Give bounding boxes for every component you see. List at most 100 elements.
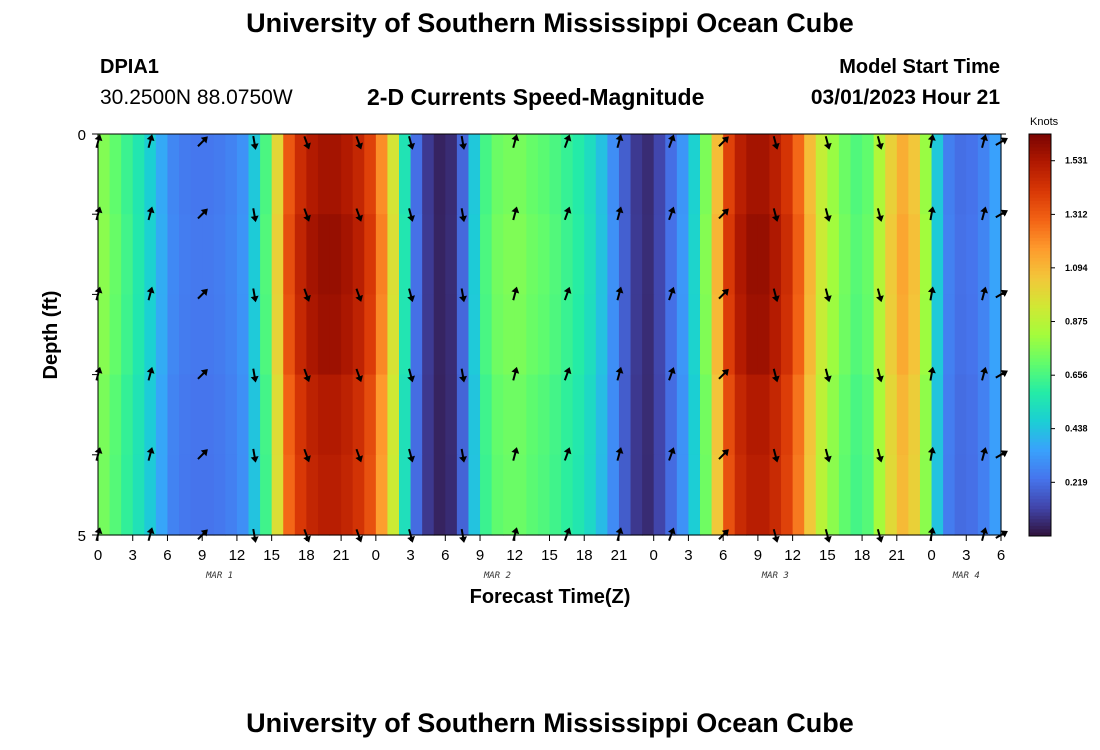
heatmap-cell	[317, 134, 331, 215]
arrow-head	[1000, 370, 1008, 378]
colorbar: Knots 1.531 1.312 1.094 0.875 0.656 0.438 0.219	[1028, 116, 1088, 537]
colorbar-tick-label: 0.656	[1065, 370, 1088, 380]
colorbar-segment	[1029, 174, 1051, 179]
heatmap-cell	[919, 454, 933, 536]
x-tick-label: 0	[372, 547, 380, 564]
x-tick-label: 0	[94, 547, 102, 564]
arrow-head	[511, 447, 520, 454]
heatmap-cell	[190, 294, 203, 376]
heatmap-cell	[445, 294, 458, 376]
heatmap-cell	[190, 134, 203, 215]
current-arrow	[980, 366, 988, 381]
current-arrow	[615, 134, 624, 149]
heatmap-cell	[700, 214, 713, 295]
current-arrow	[303, 208, 311, 222]
colorbar-segment	[1029, 375, 1051, 380]
heatmap-cell	[248, 454, 261, 536]
colorbar-segment	[1029, 201, 1051, 205]
heatmap-cell	[850, 454, 863, 536]
heatmap-cell	[144, 294, 157, 376]
colorbar-segment	[1029, 495, 1051, 500]
date-label: MAR 3	[761, 571, 789, 581]
arrow-head	[250, 536, 259, 543]
heatmap-cell	[167, 374, 180, 456]
heatmap-cell	[329, 294, 342, 376]
heatmap-cell	[873, 134, 886, 215]
colorbar-tick-label: 1.312	[1065, 209, 1088, 219]
heatmap-cell	[422, 294, 435, 376]
arrow-head	[563, 527, 572, 535]
current-arrow	[197, 136, 208, 147]
arrow-head	[615, 206, 624, 214]
heatmap-cell	[121, 454, 134, 536]
arrow-head	[200, 288, 208, 296]
heatmap-cell	[433, 454, 446, 536]
current-arrow	[615, 206, 624, 221]
station-coordinates: 30.2500N 88.0750W	[100, 86, 293, 109]
heatmap-cell	[561, 214, 574, 295]
x-tick-label: 6	[719, 547, 727, 564]
y-tick-label: 5	[78, 528, 86, 545]
heatmap-cell	[537, 454, 551, 536]
arrow-head	[94, 366, 103, 374]
heatmap-cell	[155, 294, 169, 376]
arrow-head	[668, 206, 676, 214]
current-arrow	[407, 135, 415, 150]
arrow-head	[771, 375, 780, 383]
heatmap-cell	[445, 374, 458, 456]
current-arrow	[355, 448, 363, 463]
heatmap-cell	[862, 214, 875, 295]
colorbar-segment	[1029, 405, 1051, 410]
arrow-head	[876, 215, 884, 222]
heatmap-cell	[422, 454, 435, 536]
heatmap-cell	[919, 374, 933, 456]
heatmap-cell	[862, 454, 875, 536]
arrow-head	[511, 206, 520, 214]
arrow-head	[407, 375, 415, 383]
heatmap-cell	[306, 294, 319, 376]
heatmap-cell	[630, 214, 643, 295]
colorbar-segment	[1029, 425, 1051, 430]
colorbar-segment	[1029, 217, 1051, 222]
current-arrow	[995, 370, 1008, 379]
heatmap-cell	[155, 374, 169, 456]
heatmap-cell	[167, 134, 180, 215]
heatmap-cell	[317, 374, 331, 456]
current-arrow	[197, 368, 208, 380]
heatmap-cell	[977, 214, 991, 295]
heatmap-cell	[364, 134, 377, 215]
heatmap-cell	[746, 134, 759, 215]
colorbar-segment	[1029, 418, 1051, 423]
heatmap-cell	[885, 374, 898, 456]
arrow-head	[980, 206, 988, 214]
heatmap-cell	[746, 454, 759, 536]
colorbar-segment	[1029, 254, 1051, 259]
colorbar-tick-label: 0.875	[1065, 317, 1088, 327]
heatmap-cell	[595, 134, 608, 215]
current-arrow	[668, 286, 676, 301]
heatmap-cell	[491, 454, 504, 536]
heatmap-cell	[873, 454, 886, 536]
heatmap-cell	[422, 374, 435, 456]
heatmap-cell	[630, 454, 643, 536]
heatmap-cells	[98, 134, 1002, 536]
colorbar-segment	[1029, 177, 1051, 182]
current-arrow	[459, 448, 467, 463]
heatmap-cell	[121, 294, 134, 376]
arrow-head	[250, 295, 259, 303]
x-tick-label: 12	[229, 547, 246, 564]
arrow-head	[94, 134, 103, 142]
heatmap-cell	[341, 294, 354, 376]
arrow-head	[407, 535, 415, 543]
model-start-label: Model Start Time	[839, 56, 1000, 78]
colorbar-segment	[1029, 241, 1051, 246]
arrow-head	[876, 455, 884, 463]
x-tick-label: 18	[576, 547, 593, 564]
heatmap-cell	[271, 374, 284, 456]
heatmap-cell	[144, 134, 157, 215]
heatmap-cell	[781, 134, 794, 215]
heatmap-cell	[908, 294, 921, 376]
colorbar-segment	[1029, 314, 1051, 319]
colorbar-segment	[1029, 458, 1051, 463]
heatmap-cell	[827, 214, 840, 295]
